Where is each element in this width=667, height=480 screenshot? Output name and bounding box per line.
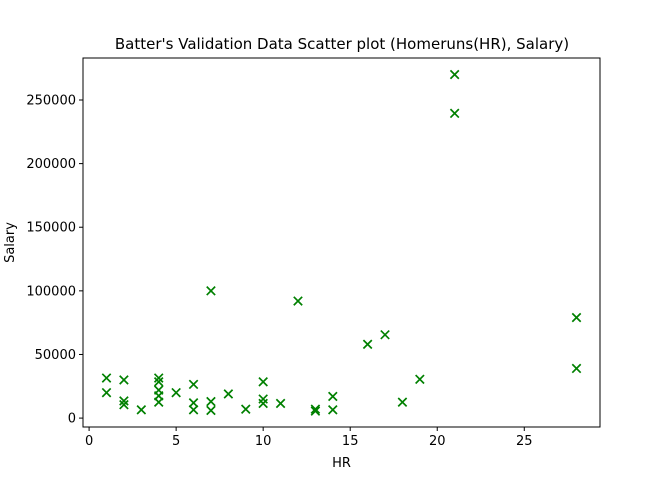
x-tick-label: 25 — [516, 434, 533, 449]
data-point-marker — [119, 375, 129, 385]
data-point-marker — [258, 398, 268, 409]
y-axis-label: Salary — [3, 222, 18, 263]
data-point-marker — [153, 373, 164, 383]
data-point-marker — [327, 405, 338, 415]
data-point-marker — [119, 399, 129, 410]
data-point-marker — [119, 396, 129, 406]
data-points — [101, 69, 582, 416]
data-point-marker — [101, 373, 112, 383]
data-point-marker — [449, 108, 460, 119]
data-point-marker — [188, 398, 199, 408]
data-point-marker — [206, 405, 216, 416]
data-point-marker — [310, 404, 321, 414]
data-point-marker — [449, 69, 460, 80]
y-tick-label: 200000 — [26, 157, 76, 172]
data-point-marker — [293, 296, 303, 306]
data-point-marker — [188, 405, 199, 415]
x-tick-label: 5 — [172, 434, 180, 449]
x-tick-label: 20 — [429, 434, 446, 449]
data-point-marker — [571, 363, 582, 374]
data-point-marker — [397, 397, 408, 407]
data-point-marker — [153, 377, 164, 387]
data-point-marker — [153, 397, 164, 407]
y-tick-label: 0 — [68, 412, 76, 427]
x-tick-label: 15 — [342, 434, 359, 449]
data-point-marker — [380, 329, 390, 340]
data-point-marker — [101, 387, 112, 398]
y-axis: 0 50000 100000 150000 200000 250000 — [26, 93, 83, 427]
data-point-marker — [206, 286, 216, 296]
data-point-marker — [206, 396, 216, 407]
data-point-marker — [275, 398, 286, 409]
data-point-marker — [258, 377, 268, 387]
y-tick-label: 100000 — [26, 284, 76, 299]
data-point-marker — [223, 389, 234, 399]
x-tick-label: 10 — [255, 434, 272, 449]
data-point-marker — [415, 374, 425, 385]
data-point-marker — [188, 379, 199, 390]
data-point-marker — [171, 387, 181, 398]
x-axis-label: HR — [332, 456, 351, 471]
chart-title: Batter's Validation Data Scatter plot (H… — [115, 35, 569, 53]
plot-area — [82, 57, 601, 428]
data-point-marker — [571, 312, 582, 323]
data-point-marker — [362, 339, 373, 350]
data-point-marker — [136, 405, 147, 415]
y-tick-label: 150000 — [26, 221, 76, 236]
x-axis: 0 5 10 15 20 25 — [85, 427, 533, 449]
data-point-marker — [240, 404, 251, 414]
y-tick-label: 50000 — [35, 348, 76, 363]
x-tick-label: 0 — [85, 434, 93, 449]
data-point-marker — [310, 406, 321, 416]
y-tick-label: 250000 — [26, 93, 76, 108]
data-point-marker — [327, 391, 338, 402]
